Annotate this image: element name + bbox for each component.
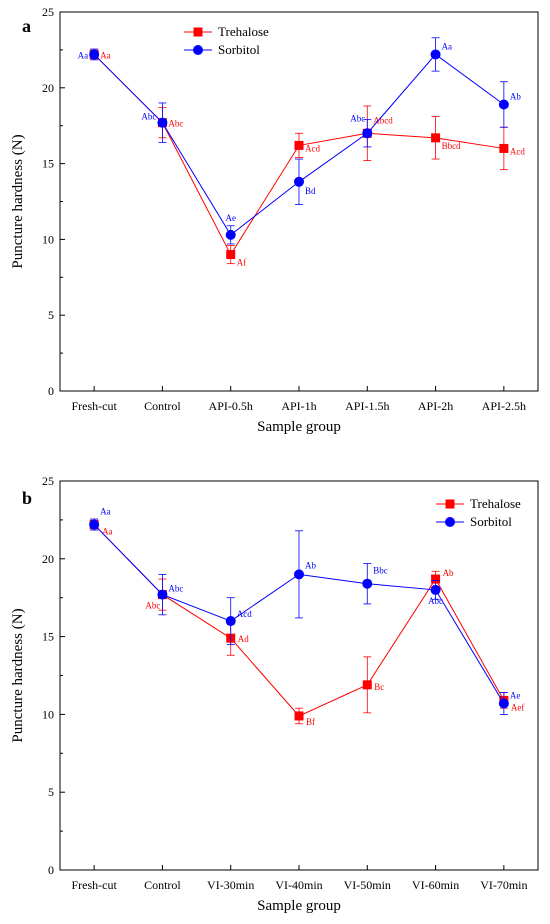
data-label: Aa bbox=[102, 527, 113, 537]
data-label: Ae bbox=[225, 213, 236, 223]
data-point-circle bbox=[498, 99, 509, 110]
y-tick-label: 5 bbox=[48, 785, 54, 799]
data-label: Bbc bbox=[373, 566, 388, 576]
data-point-circle bbox=[157, 589, 168, 600]
data-point-square bbox=[294, 711, 304, 721]
x-tick-label: VI-50min bbox=[344, 878, 391, 892]
data-label: Ab bbox=[305, 560, 316, 570]
chart-a-svg: 0 5 10 15 20 25 Fresh-cut Control API-0.5h API-1h… bbox=[10, 5, 539, 435]
y-tick-label: 20 bbox=[42, 552, 54, 566]
data-point-circle bbox=[157, 117, 168, 128]
x-tick-label: Control bbox=[144, 399, 181, 413]
data-label: Abc bbox=[168, 119, 183, 129]
panel-letter: a bbox=[22, 16, 31, 36]
y-tick-label: 25 bbox=[42, 5, 54, 19]
panel-letter: b bbox=[22, 488, 32, 508]
x-tick-label: API-1.5h bbox=[345, 399, 389, 413]
data-point-square bbox=[499, 143, 509, 153]
x-axis-title: Sample group bbox=[257, 898, 341, 914]
y-axis-title: Puncture hardness (N) bbox=[10, 134, 26, 268]
data-label: Ab bbox=[443, 568, 454, 578]
chart-panel-b: 0 5 10 15 20 25 Fresh-cut Control VI-30min VI-40m… bbox=[0, 462, 550, 924]
series-trehalose: Aa Abc Af Acd Abcd Bbcd Acd bbox=[89, 48, 525, 268]
data-label: Bbcd bbox=[442, 141, 461, 151]
data-label: Abc bbox=[145, 601, 160, 611]
data-label: Aa bbox=[442, 41, 453, 51]
data-label: Ad bbox=[238, 634, 249, 644]
y-tick-label: 0 bbox=[48, 863, 54, 877]
chart-panel-a: 0 5 10 15 20 25 Fresh-cut Control API-0.5h API-1h… bbox=[10, 5, 539, 435]
data-label: Aef bbox=[511, 702, 525, 712]
data-point-circle bbox=[430, 584, 441, 595]
data-point-circle bbox=[89, 49, 100, 60]
data-point-circle bbox=[362, 578, 373, 589]
y-axis-title: Puncture hardness (N) bbox=[10, 608, 26, 742]
legend-marker-square bbox=[193, 27, 203, 37]
x-tick-label: VI-70min bbox=[480, 878, 527, 892]
x-tick-label: VI-30min bbox=[207, 878, 254, 892]
data-label: Af bbox=[237, 258, 247, 268]
data-point-circle bbox=[362, 128, 373, 139]
data-label: Abc bbox=[428, 596, 443, 606]
data-point-circle bbox=[294, 569, 304, 580]
y-tick-label: 25 bbox=[42, 474, 54, 488]
x-tick-label: Fresh-cut bbox=[71, 399, 117, 413]
data-label: Abc bbox=[350, 113, 365, 123]
data-label: Acd bbox=[510, 146, 525, 156]
data-point-circle bbox=[430, 49, 441, 60]
data-label: Abcd bbox=[373, 115, 393, 125]
data-point-square bbox=[362, 680, 372, 690]
series-trehalose: Aa Abc Ad Bf Bc Ab Aef bbox=[89, 518, 525, 727]
legend-marker-circle bbox=[193, 45, 203, 55]
data-label: Ae bbox=[510, 691, 521, 701]
y-tick-label: 15 bbox=[42, 630, 54, 644]
x-tick-label: VI-40min bbox=[275, 878, 322, 892]
data-label: Aa bbox=[78, 50, 89, 60]
data-label: Abc bbox=[141, 112, 156, 122]
data-point-square bbox=[431, 574, 441, 584]
data-point-circle bbox=[225, 616, 236, 627]
data-label: Bd bbox=[305, 186, 316, 196]
x-axis-title: Sample group bbox=[257, 419, 341, 435]
x-tick-label: VI-60min bbox=[412, 878, 459, 892]
data-point-square bbox=[294, 140, 304, 150]
series-sorbitol: Aa Abc Ae Bd Abc Aa Ab bbox=[78, 37, 521, 245]
data-label: Aa bbox=[100, 507, 111, 517]
y-tick-label: 5 bbox=[48, 308, 54, 322]
data-label: Bf bbox=[306, 717, 315, 727]
data-label: Abc bbox=[168, 584, 183, 594]
data-point-circle bbox=[225, 229, 236, 240]
data-label: Aa bbox=[100, 50, 111, 60]
x-tick-label: Control bbox=[144, 878, 181, 892]
data-point-square bbox=[431, 133, 441, 143]
y-tick-label: 20 bbox=[42, 81, 54, 95]
data-label: Ab bbox=[510, 91, 521, 101]
data-point-circle bbox=[498, 698, 509, 709]
x-tick-label: API-2h bbox=[418, 399, 453, 413]
y-tick-label: 10 bbox=[42, 232, 54, 246]
x-tick-label: API-2.5h bbox=[482, 399, 526, 413]
y-tick-label: 10 bbox=[42, 707, 54, 721]
x-tick-label: API-0.5h bbox=[209, 399, 253, 413]
y-tick-label: 0 bbox=[48, 384, 54, 398]
legend-label: Sorbitol bbox=[218, 42, 260, 57]
legend-marker-circle bbox=[445, 517, 455, 527]
data-label: Acd bbox=[237, 609, 252, 619]
y-tick-label: 15 bbox=[42, 157, 54, 171]
legend-label: Trehalose bbox=[218, 24, 269, 39]
x-tick-label: API-1h bbox=[281, 399, 316, 413]
legend-label: Sorbitol bbox=[470, 514, 512, 529]
data-point-circle bbox=[89, 519, 100, 530]
series-sorbitol: Aa Abc Acd Ab Bbc Abc Ae bbox=[89, 507, 520, 715]
data-label: Bc bbox=[374, 682, 384, 692]
chart-b-svg: 0 5 10 15 20 25 Fresh-cut Control VI-30min VI-40m… bbox=[10, 474, 539, 914]
data-point-circle bbox=[294, 176, 304, 187]
legend-label: Trehalose bbox=[470, 496, 521, 511]
legend: Trehalose Sorbitol bbox=[184, 24, 269, 57]
x-tick-label: Fresh-cut bbox=[71, 878, 117, 892]
data-point-square bbox=[226, 250, 236, 260]
legend-marker-square bbox=[445, 499, 455, 509]
legend: Trehalose Sorbitol bbox=[436, 496, 521, 529]
data-label: Acd bbox=[305, 143, 320, 153]
